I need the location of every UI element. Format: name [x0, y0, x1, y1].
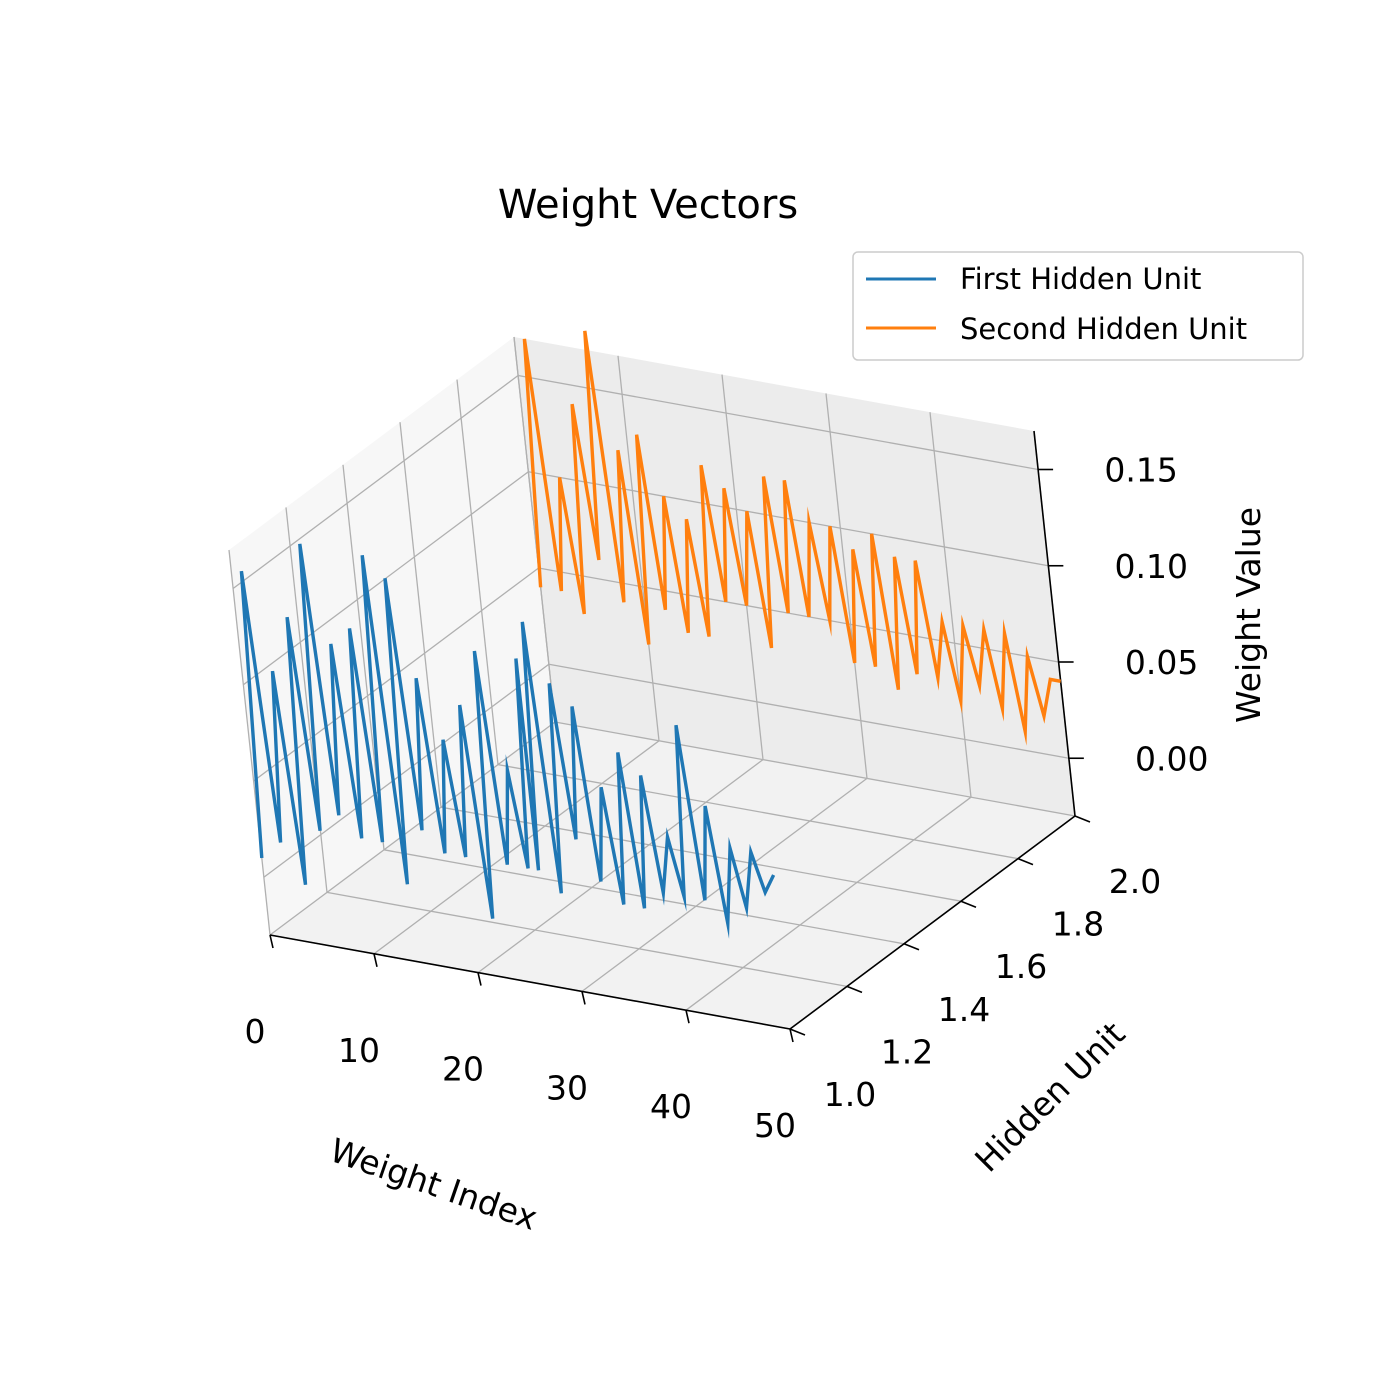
x-tick-mark [789, 1028, 794, 1043]
x-tick-label: 20 [442, 1050, 484, 1089]
y-tick-mark [846, 985, 863, 994]
grid-x-floor [581, 777, 868, 992]
y-tick-label: 1.4 [938, 990, 990, 1029]
grid-z-left [232, 374, 519, 590]
grid-x-back [929, 412, 972, 798]
x-tick-mark [581, 991, 586, 1005]
grid-y-floor [554, 721, 1076, 817]
y-tick-mark [1074, 815, 1091, 823]
grid-x-floor [269, 721, 556, 936]
legend-label-second-hidden-unit: Second Hidden Unit [960, 312, 1247, 346]
chart-title: Weight Vectors [498, 182, 798, 228]
axis-lines [269, 430, 1091, 1043]
y-tick-label: 1.6 [995, 947, 1047, 986]
x-tick-mark [477, 972, 482, 986]
legend: First Hidden Unit Second Hidden Unit [852, 251, 1304, 361]
series-line-second-hidden-unit [522, 330, 1062, 746]
y-tick-mark [960, 900, 977, 908]
y-tick-label: 1.2 [881, 1032, 933, 1071]
y-tick-label: 2.0 [1109, 862, 1161, 901]
x-tick-label: 50 [754, 1106, 796, 1145]
x-tick-label: 0 [245, 1012, 266, 1051]
grid-z-back [538, 567, 1059, 663]
x-tick-label: 40 [650, 1087, 692, 1126]
grid-x-floor [685, 796, 972, 1011]
x-tick-mark [269, 934, 274, 949]
floor-pane [270, 722, 1075, 1029]
grid-y-floor [440, 806, 962, 902]
y-tick-label: 1.0 [824, 1075, 876, 1114]
grid-x-back [721, 374, 764, 760]
grid-y-left [513, 336, 556, 723]
z-axis-line [1033, 430, 1076, 817]
z-tick-label: 0.10 [1115, 547, 1188, 586]
y-tick-mark [1017, 857, 1034, 866]
y-axis-line [789, 815, 1076, 1030]
tick-labels: 0 10 20 30 40 50 1.01.21.41.61.82.0 0.00 0.05 0.1… [245, 451, 1209, 1146]
z-tick-label: 0.15 [1104, 451, 1177, 490]
x-tick-mark [373, 953, 378, 967]
x-tick-label: 30 [546, 1068, 588, 1107]
y-axis-label: Hidden Unit [967, 1014, 1132, 1179]
grid-y-left [456, 379, 499, 765]
x-axis-label: Weight Index [325, 1130, 542, 1237]
grid-z-back [517, 374, 1039, 471]
series-group [239, 330, 1062, 939]
grid-z-back [528, 471, 1049, 567]
y-tick-label: 1.8 [1052, 905, 1104, 944]
grid-x-floor [373, 740, 660, 955]
grid-x-back [617, 355, 660, 741]
grid-x-back [825, 393, 868, 779]
series-line-first-hidden-unit [239, 543, 776, 939]
x-tick-mark [685, 1010, 690, 1024]
grid-z-left [253, 567, 539, 782]
z-tick-label: 0.05 [1125, 643, 1198, 682]
x-tick-label: 10 [338, 1031, 380, 1070]
grid-y-left [228, 549, 271, 936]
grid-z-back [548, 663, 1069, 759]
grid-y-left [399, 422, 442, 808]
legend-label-first-hidden-unit: First Hidden Unit [960, 262, 1201, 296]
z-axis-label: Weight Value [1229, 507, 1268, 723]
grid-x-floor [477, 759, 764, 974]
z-tick-label: 0.00 [1135, 739, 1208, 778]
grid-z-left [263, 663, 550, 878]
legend-frame [852, 251, 1304, 361]
y-tick-mark [789, 1028, 806, 1036]
grid-y-floor [326, 891, 848, 988]
y-tick-mark [903, 943, 920, 951]
x-axis-line [269, 934, 791, 1030]
